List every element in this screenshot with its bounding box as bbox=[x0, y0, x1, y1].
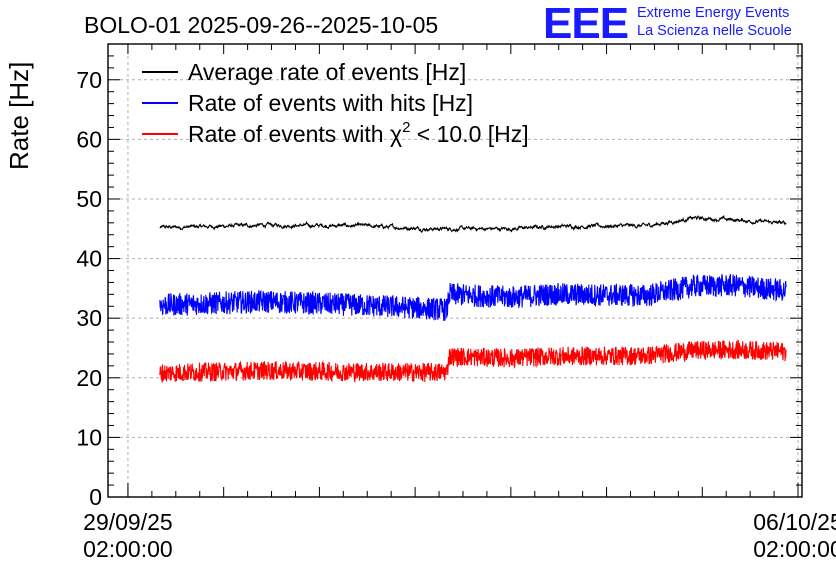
y-tick-label: 60 bbox=[76, 126, 102, 152]
y-tick-label: 70 bbox=[76, 67, 102, 93]
y-tick-label: 20 bbox=[76, 365, 102, 391]
logo-caption-line2: La Scienza nelle Scuole bbox=[637, 23, 792, 39]
logo-caption-line1: Extreme Energy Events bbox=[637, 5, 790, 21]
x-tick-label-time: 02:00:00 bbox=[753, 536, 836, 562]
y-tick-label: 50 bbox=[76, 186, 102, 212]
series-group bbox=[159, 214, 787, 384]
series-line-1 bbox=[159, 274, 787, 321]
series-line-2 bbox=[159, 339, 787, 384]
y-tick-label: 0 bbox=[89, 484, 102, 510]
y-tick-label: 30 bbox=[76, 305, 102, 331]
axis-ticks: 01020304050607029/09/2502:00:0006/10/250… bbox=[76, 43, 836, 562]
legend-label-1: Rate of events with hits [Hz] bbox=[188, 90, 473, 116]
series-line-0 bbox=[159, 214, 787, 234]
y-tick-label: 40 bbox=[76, 246, 102, 272]
x-tick-label-date: 06/10/25 bbox=[753, 509, 836, 535]
x-tick-label-time: 02:00:00 bbox=[83, 536, 173, 562]
logo-caption: Extreme Energy Events La Scienza nelle S… bbox=[637, 4, 792, 40]
legend: Average rate of events [Hz] Rate of event… bbox=[142, 59, 529, 147]
eee-logo: EEE bbox=[543, 0, 629, 48]
legend-label-2: Rate of events with χ2 < 10.0 [Hz] bbox=[188, 119, 529, 147]
y-tick-label: 10 bbox=[76, 424, 102, 450]
legend-label-0: Average rate of events [Hz] bbox=[188, 59, 466, 85]
x-tick-label-date: 29/09/25 bbox=[83, 509, 173, 535]
chart-title: BOLO-01 2025-09-26--2025-10-05 bbox=[84, 12, 439, 38]
